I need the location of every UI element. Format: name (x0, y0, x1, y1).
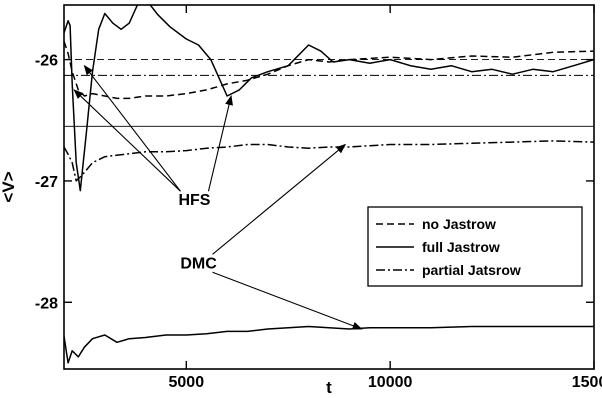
annotation-dmc: DMC (180, 143, 363, 330)
legend-entry-label: partial Jatsrow (422, 262, 521, 278)
y-tick-label: -28 (35, 295, 58, 312)
legend-entry-label: no Jastrow (422, 216, 496, 232)
plot-frame (63, 4, 595, 370)
series-line-no-jastrow (64, 41, 594, 100)
axis-ticks: 5000 10000 15000 -26 -27 -28 (35, 5, 602, 391)
annotation-label: HFS (178, 192, 210, 209)
y-tick-label: -26 (35, 53, 58, 70)
annotation-hfs: HFS (73, 64, 233, 209)
x-axis-label: t (326, 378, 332, 397)
reference-lines (64, 59, 594, 127)
series-lines (64, 5, 594, 364)
y-axis-label: <V> (0, 171, 18, 202)
annotation-label: DMC (180, 255, 217, 272)
x-tick-label: 10000 (368, 374, 413, 391)
annotation-arrow (207, 95, 233, 192)
x-tick-label: 15000 (572, 374, 602, 391)
legend: no Jastrow full Jastrow partial Jatsrow (367, 206, 583, 287)
annotation-arrow (212, 271, 363, 330)
x-tick-label: 5000 (169, 374, 205, 391)
series-line-full-jastrow (64, 5, 594, 192)
series-line-dmc (64, 325, 594, 364)
y-tick-label: -27 (35, 174, 58, 191)
annotation-arrow (212, 143, 347, 255)
legend-entry-label: full Jastrow (422, 239, 500, 255)
series-line-partial-jatsrow (64, 140, 594, 182)
annotations: HFS DMC (73, 64, 363, 330)
annotation-arrow (83, 64, 181, 192)
annotation-arrow (73, 89, 181, 192)
